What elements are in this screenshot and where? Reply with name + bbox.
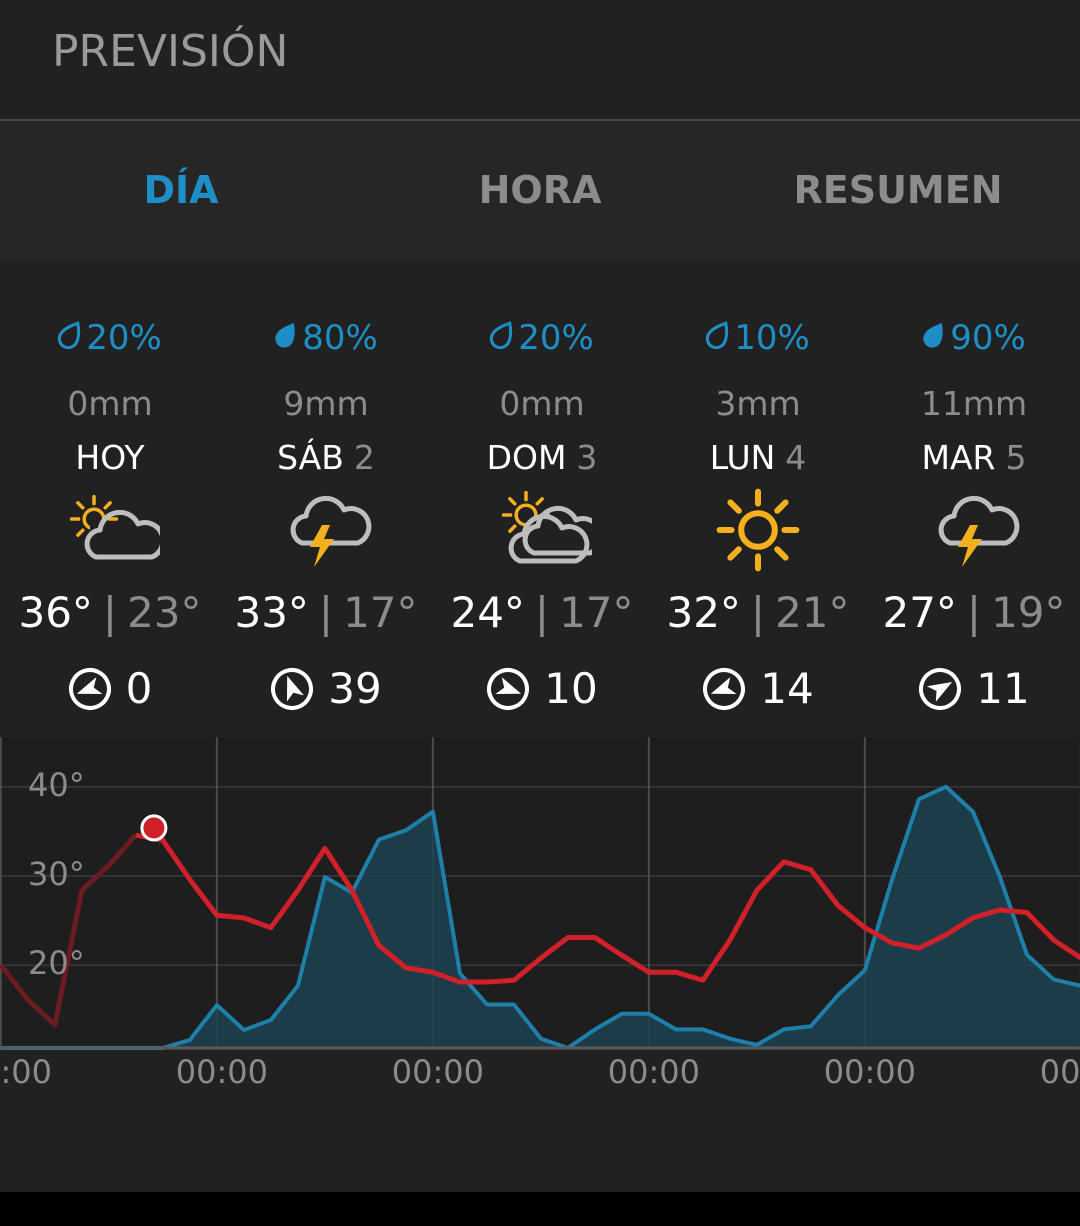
- nav-bar: [0, 1192, 1080, 1226]
- low: 21°: [775, 588, 850, 637]
- high: 32°: [666, 588, 741, 637]
- day-name: LUN: [709, 438, 776, 477]
- day-name: MAR: [921, 438, 996, 477]
- precip-chance: 10%: [734, 318, 810, 358]
- x-tick-label: 00:00: [0, 1053, 52, 1091]
- day-date: 4: [785, 438, 807, 477]
- wind-speed: 11: [976, 664, 1030, 713]
- temps: 24° | 17°: [434, 588, 650, 637]
- temperature-line-past: [0, 833, 138, 1028]
- precip-chance: 90%: [950, 318, 1026, 358]
- precip-row: 80%: [218, 318, 434, 358]
- tab[interactable]: RESUMEN: [793, 168, 1003, 212]
- temps: 36° | 23°: [2, 588, 218, 637]
- precip-line: [0, 784, 1080, 1050]
- y-tick-label: 30°: [28, 855, 85, 893]
- precip-row: 20%: [434, 317, 650, 358]
- temps: 27° | 19°: [866, 588, 1080, 637]
- day-label: HOY: [2, 438, 218, 477]
- y-tick-label: 40°: [28, 766, 85, 804]
- precip-chance: 80%: [302, 318, 378, 358]
- x-tick-label: 00:00: [392, 1053, 484, 1091]
- day-label: MAR 5: [866, 438, 1080, 477]
- tab[interactable]: HORA: [478, 168, 602, 212]
- separator: |: [750, 588, 766, 637]
- wind: 39: [218, 662, 434, 716]
- current-marker: [140, 814, 168, 842]
- low: 23°: [127, 588, 202, 637]
- day-name: DOM: [486, 438, 567, 477]
- separator: |: [102, 588, 118, 637]
- day-date: 3: [576, 438, 598, 477]
- rain-amount: 9mm: [283, 384, 369, 423]
- day-label: LUN 4: [650, 438, 866, 477]
- high: 24°: [450, 588, 525, 637]
- x-tick-label: 00:00: [608, 1053, 700, 1091]
- temps: 33° | 17°: [218, 588, 434, 637]
- wind: 11: [866, 661, 1080, 717]
- low: 17°: [343, 588, 418, 637]
- wind-speed: 14: [760, 664, 814, 713]
- high: 36°: [18, 588, 93, 637]
- high: 27°: [882, 588, 957, 637]
- precip-row: 20%: [2, 317, 218, 358]
- precip-row: 10%: [650, 317, 866, 358]
- wind-speed: 10: [544, 664, 598, 713]
- separator: |: [318, 588, 334, 637]
- day-label: DOM 3: [434, 438, 650, 477]
- wind: 0: [2, 662, 218, 716]
- x-tick-label: 00:00: [824, 1053, 916, 1091]
- precip-row: 90%: [866, 318, 1080, 358]
- tab[interactable]: DÍA: [143, 168, 219, 212]
- day-date: 2: [353, 438, 375, 477]
- low: 19°: [991, 588, 1066, 637]
- low: 17°: [559, 588, 634, 637]
- wind: 14: [650, 662, 866, 716]
- y-tick-label: 20°: [28, 944, 85, 982]
- rain-amount: 0mm: [67, 384, 153, 423]
- tab-bar: [0, 121, 1080, 262]
- rain-amount: 3mm: [715, 384, 801, 423]
- day-label: SÁB 2: [218, 438, 434, 477]
- header-title: PREVISIÓN: [52, 26, 289, 77]
- high: 33°: [234, 588, 309, 637]
- day-name: SÁB: [277, 438, 344, 477]
- weather-icon: [501, 490, 592, 575]
- temps: 32° | 21°: [650, 588, 866, 637]
- precip-chance: 20%: [518, 318, 594, 358]
- temperature-chart: 00:00 00:00 00:00 00:00 00:00 00:00 20° 30° 40°: [0, 737, 1080, 1091]
- weather-icon: [69, 494, 160, 565]
- wind: 10: [434, 662, 650, 716]
- x-tick-label: 00:00: [1040, 1053, 1080, 1091]
- separator: |: [966, 588, 982, 637]
- rain-amount: 0mm: [499, 384, 585, 423]
- temperature-line: [135, 832, 1080, 985]
- day-date: 5: [1005, 438, 1027, 477]
- wind-speed: 0: [125, 664, 153, 713]
- day-name: HOY: [75, 438, 145, 477]
- x-tick-label: 00:00: [176, 1053, 268, 1091]
- wind-speed: 39: [328, 664, 382, 713]
- separator: |: [534, 588, 550, 637]
- rain-amount: 11mm: [920, 384, 1028, 423]
- divider: [0, 119, 1080, 121]
- precip-chance: 20%: [86, 318, 162, 358]
